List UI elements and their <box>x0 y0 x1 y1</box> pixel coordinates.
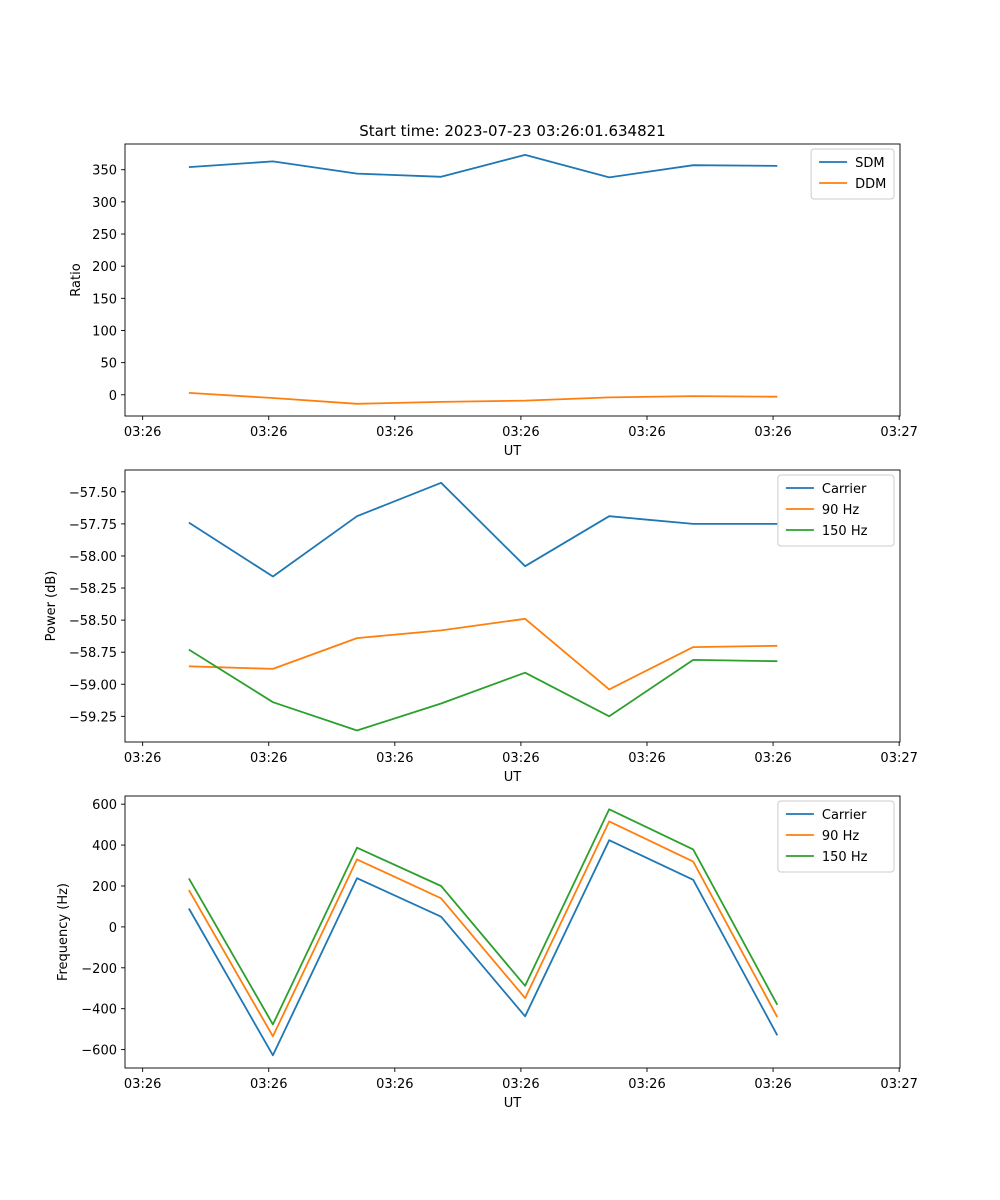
x-tick-label: 03:26 <box>124 425 161 440</box>
x-tick-label: 03:26 <box>502 425 539 440</box>
y-tick-label: −600 <box>81 1044 117 1059</box>
y-tick-label: 350 <box>92 164 117 179</box>
x-tick-label: 03:26 <box>502 1077 539 1092</box>
y-tick-label: −58.75 <box>69 646 117 661</box>
x-tick-label: 03:26 <box>124 751 161 766</box>
x-tick-label: 03:26 <box>124 1077 161 1092</box>
y-tick-label: −58.50 <box>69 614 117 629</box>
panel-2: 03:26 03:26 03:26 03:26 03:26 03:26 03:27 −59.2… <box>44 469 918 785</box>
y-tick-label: 400 <box>92 839 117 854</box>
y-axis-label: Ratio <box>69 263 84 296</box>
legend-label: DDM <box>855 177 886 192</box>
y-tick-label: −58.25 <box>69 582 117 597</box>
legend-box <box>777 474 895 547</box>
series-line-sdm <box>188 153 778 179</box>
legend-label: Carrier <box>822 808 867 823</box>
legend-label: SDM <box>855 156 884 171</box>
y-tick-label: −59.00 <box>69 678 117 693</box>
series-line-ddm <box>188 392 778 405</box>
y-tick-label: 300 <box>92 196 117 211</box>
x-axis-label: UT <box>504 444 522 459</box>
panels: 03:26 03:26 03:26 03:26 03:26 03:26 03:27 0 50 10… <box>44 143 918 1111</box>
y-tick-label: 200 <box>92 880 117 895</box>
x-tick-label: 03:26 <box>250 751 287 766</box>
x-tick-label: 03:27 <box>880 425 917 440</box>
x-tick-label: 03:27 <box>880 751 917 766</box>
x-tick-label: 03:27 <box>880 1077 917 1092</box>
x-axis-label: UT <box>504 770 522 785</box>
y-tick-label: −400 <box>81 1003 117 1018</box>
legend-label: 90 Hz <box>822 503 859 518</box>
y-tick-label: −57.50 <box>69 486 117 501</box>
x-tick-label: 03:26 <box>754 751 791 766</box>
figure-title: Start time: 2023-07-23 03:26:01.634821 <box>359 122 665 140</box>
x-axis-label: UT <box>504 1096 522 1111</box>
series-line-150-hz <box>188 808 779 1026</box>
y-tick-label: 200 <box>92 260 117 275</box>
x-tick-label: 03:26 <box>628 751 665 766</box>
y-tick-label: −59.25 <box>69 710 117 725</box>
series-line-150-hz <box>188 648 778 732</box>
series-line-carrier <box>188 839 779 1057</box>
legend-label: 150 Hz <box>822 524 868 539</box>
y-tick-label: −58.00 <box>69 550 117 565</box>
x-tick-label: 03:26 <box>376 751 413 766</box>
x-tick-label: 03:26 <box>628 1077 665 1092</box>
y-tick-label: 0 <box>109 921 117 936</box>
y-tick-label: 600 <box>92 798 117 813</box>
legend-label: 150 Hz <box>822 850 868 865</box>
y-tick-label: 100 <box>92 324 117 339</box>
x-tick-label: 03:26 <box>250 425 287 440</box>
series-line-90-hz <box>188 820 779 1038</box>
y-tick-label: −57.75 <box>69 518 117 533</box>
legend-label: Carrier <box>822 482 867 497</box>
y-tick-label: −200 <box>81 962 117 977</box>
x-tick-label: 03:26 <box>376 425 413 440</box>
y-tick-label: 0 <box>109 389 117 404</box>
panel-3: 03:26 03:26 03:26 03:26 03:26 03:26 03:27 −600 −… <box>56 795 918 1111</box>
x-tick-label: 03:26 <box>754 1077 791 1092</box>
legend: SDM DDM <box>810 148 895 200</box>
x-tick-label: 03:26 <box>376 1077 413 1092</box>
series-line-carrier <box>188 481 778 578</box>
y-tick-label: 250 <box>92 228 117 243</box>
y-tick-label: 50 <box>100 357 117 372</box>
x-tick-label: 03:26 <box>754 425 791 440</box>
legend-box <box>777 800 895 873</box>
axes-frame <box>124 469 901 743</box>
axes-frame <box>124 795 901 1069</box>
x-tick-label: 03:26 <box>628 425 665 440</box>
legend: Carrier 90 Hz 150 Hz <box>777 800 895 873</box>
axes-frame <box>124 143 901 417</box>
legend: Carrier 90 Hz 150 Hz <box>777 474 895 547</box>
series-line-90-hz <box>188 617 778 691</box>
x-tick-label: 03:26 <box>250 1077 287 1092</box>
y-tick-label: 150 <box>92 292 117 307</box>
panel-1: 03:26 03:26 03:26 03:26 03:26 03:26 03:27 0 50 10… <box>69 143 918 459</box>
y-axis-label: Frequency (Hz) <box>56 883 71 981</box>
legend-label: 90 Hz <box>822 829 859 844</box>
y-axis-label: Power (dB) <box>44 571 59 642</box>
x-tick-label: 03:26 <box>502 751 539 766</box>
